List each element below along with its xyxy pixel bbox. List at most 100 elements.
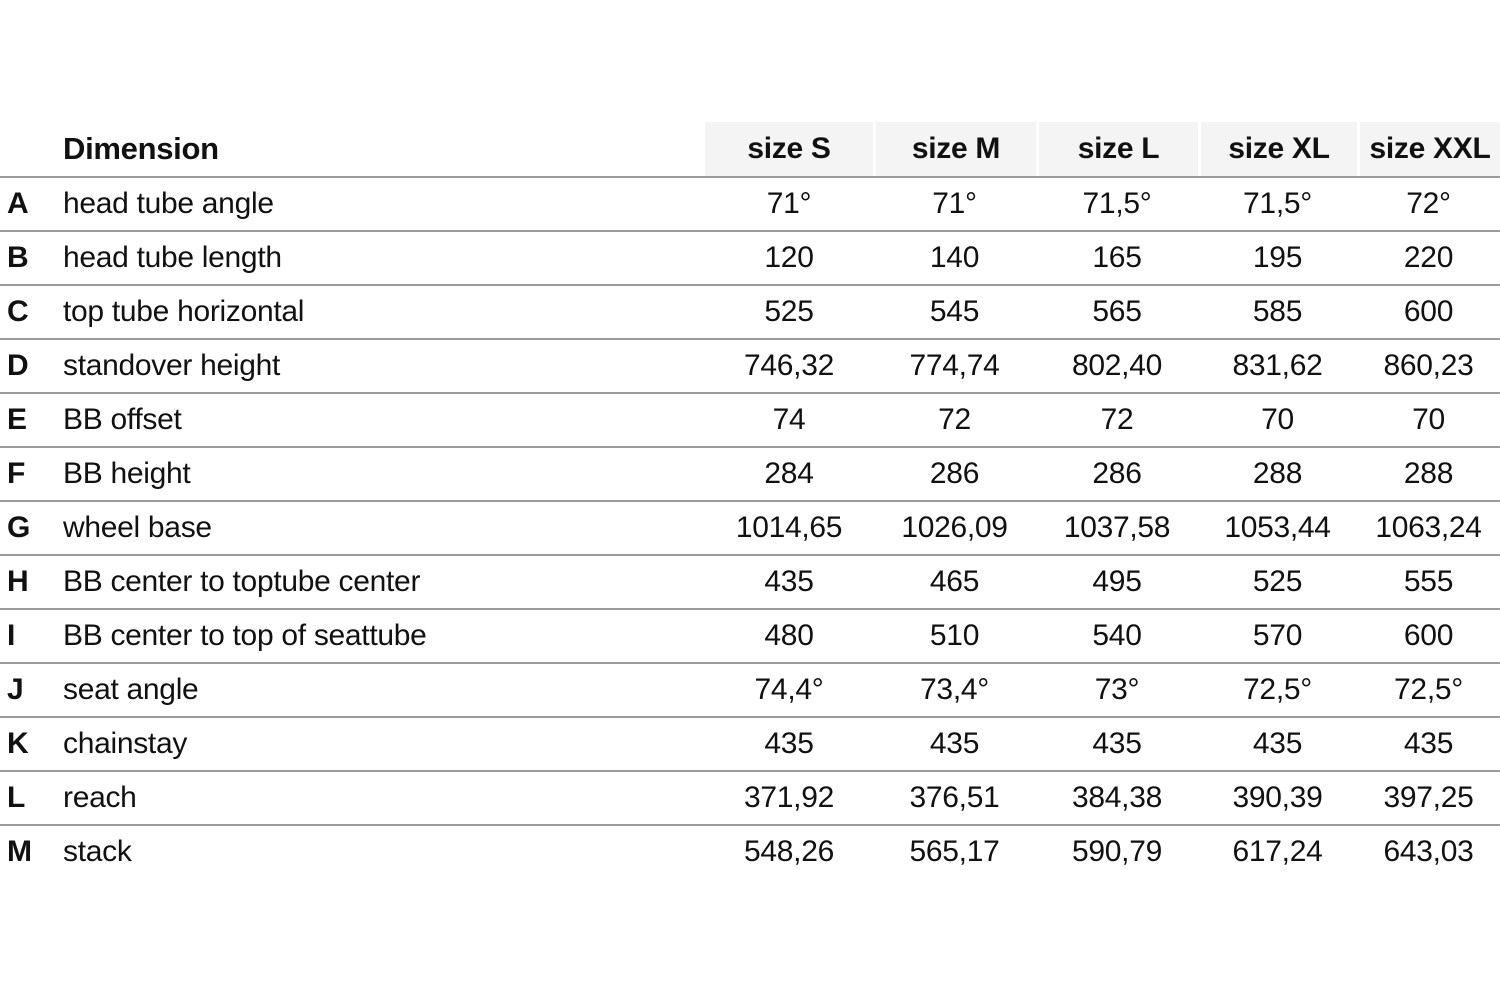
row-value: 120 bbox=[764, 241, 814, 274]
row-value: 435 bbox=[929, 727, 980, 760]
row-value: 1063,24 bbox=[1375, 511, 1482, 544]
row-value: 480 bbox=[764, 619, 814, 652]
row-value: 617,24 bbox=[1232, 835, 1323, 868]
row-value: 371,92 bbox=[744, 781, 834, 814]
row-dimension-name: wheel base bbox=[63, 511, 212, 544]
row-value: 70 bbox=[1412, 403, 1445, 436]
row-dimension-name: BB center to toptube center bbox=[63, 565, 421, 598]
row-value: 71° bbox=[766, 187, 812, 220]
row-value: 390,39 bbox=[1232, 781, 1323, 814]
column-header-size-m: size M bbox=[873, 122, 1036, 176]
row-value: 1037,58 bbox=[1063, 511, 1171, 544]
row-value: 565,17 bbox=[909, 835, 1000, 868]
row-letter: E bbox=[7, 403, 27, 436]
row-value: 71,5° bbox=[1243, 187, 1312, 220]
row-letter: F bbox=[7, 457, 26, 490]
row-value: 540 bbox=[1092, 619, 1142, 652]
row-value: 555 bbox=[1403, 565, 1454, 598]
row-dimension-name: standover height bbox=[63, 349, 281, 382]
row-value: 397,25 bbox=[1383, 781, 1474, 814]
row-dimension-name: reach bbox=[63, 781, 137, 814]
row-dimension-name: BB height bbox=[63, 457, 191, 490]
column-header-size-xxl: size XXL bbox=[1357, 122, 1500, 176]
row-letter: C bbox=[7, 295, 29, 328]
row-value: 286 bbox=[929, 457, 980, 490]
row-letter: L bbox=[7, 781, 26, 814]
row-value: 746,32 bbox=[744, 349, 834, 382]
row-letter: I bbox=[7, 619, 16, 652]
row-letter: G bbox=[7, 511, 31, 544]
row-dimension-name: head tube length bbox=[63, 241, 282, 274]
row-value: 72 bbox=[938, 403, 971, 436]
row-value: 74 bbox=[772, 403, 806, 436]
row-dimension-name: top tube horizontal bbox=[63, 295, 305, 328]
row-value: 545 bbox=[929, 295, 980, 328]
row-dimension-name: stack bbox=[63, 835, 132, 868]
row-value: 288 bbox=[1403, 457, 1454, 490]
row-value: 525 bbox=[764, 295, 814, 328]
row-value: 465 bbox=[929, 565, 980, 598]
row-value: 643,03 bbox=[1383, 835, 1474, 868]
row-letter: M bbox=[7, 835, 32, 868]
row-value: 435 bbox=[1252, 727, 1303, 760]
row-letter: H bbox=[7, 565, 29, 598]
row-value: 565 bbox=[1092, 295, 1142, 328]
row-value: 73,4° bbox=[920, 673, 989, 706]
row-value: 1026,09 bbox=[901, 511, 1008, 544]
row-dimension-name: chainstay bbox=[63, 727, 188, 760]
row-value: 435 bbox=[1092, 727, 1142, 760]
table-row: F BB height 284 286 286 288 288 bbox=[0, 446, 1500, 500]
row-value: 288 bbox=[1252, 457, 1303, 490]
table-row: I BB center to top of seattube 480 510 540 57… bbox=[0, 608, 1500, 662]
row-value: 165 bbox=[1092, 241, 1142, 274]
geometry-table: Dimension size S size M size L size XL s… bbox=[0, 122, 1500, 878]
row-dimension-name: seat angle bbox=[63, 673, 199, 706]
row-value: 435 bbox=[764, 727, 814, 760]
row-value: 774,74 bbox=[909, 349, 1000, 382]
row-value: 72,5° bbox=[1243, 673, 1312, 706]
row-value: 831,62 bbox=[1232, 349, 1323, 382]
row-value: 376,51 bbox=[909, 781, 1000, 814]
row-value: 435 bbox=[764, 565, 814, 598]
row-value: 71,5° bbox=[1082, 187, 1152, 220]
row-value: 1014,65 bbox=[735, 511, 843, 544]
column-header-size-l: size L bbox=[1036, 122, 1198, 176]
row-value: 73° bbox=[1094, 673, 1140, 706]
row-value: 72,5° bbox=[1394, 673, 1463, 706]
row-value: 495 bbox=[1092, 565, 1142, 598]
row-value: 600 bbox=[1403, 619, 1454, 652]
row-value: 590,79 bbox=[1072, 835, 1162, 868]
row-value: 1053,44 bbox=[1224, 511, 1331, 544]
row-value: 548,26 bbox=[744, 835, 834, 868]
row-value: 72° bbox=[1406, 187, 1451, 220]
row-value: 570 bbox=[1252, 619, 1303, 652]
dimension-column-header: Dimension bbox=[63, 131, 219, 166]
row-value: 286 bbox=[1092, 457, 1142, 490]
row-value: 284 bbox=[764, 457, 814, 490]
row-value: 71° bbox=[932, 187, 977, 220]
row-dimension-name: BB offset bbox=[63, 403, 182, 436]
row-value: 860,23 bbox=[1383, 349, 1474, 382]
table-header-row: Dimension size S size M size L size XL s… bbox=[0, 122, 1500, 176]
row-letter: K bbox=[7, 727, 29, 760]
column-header-size-s: size S bbox=[705, 122, 873, 176]
row-value: 72 bbox=[1100, 403, 1134, 436]
row-letter: B bbox=[7, 241, 29, 274]
row-value: 70 bbox=[1261, 403, 1294, 436]
row-value: 195 bbox=[1252, 241, 1303, 274]
row-value: 510 bbox=[929, 619, 980, 652]
row-value: 384,38 bbox=[1072, 781, 1162, 814]
row-value: 74,4° bbox=[754, 673, 824, 706]
row-dimension-name: BB center to top of seattube bbox=[63, 619, 427, 652]
row-value: 600 bbox=[1403, 295, 1454, 328]
row-value: 220 bbox=[1403, 241, 1454, 274]
